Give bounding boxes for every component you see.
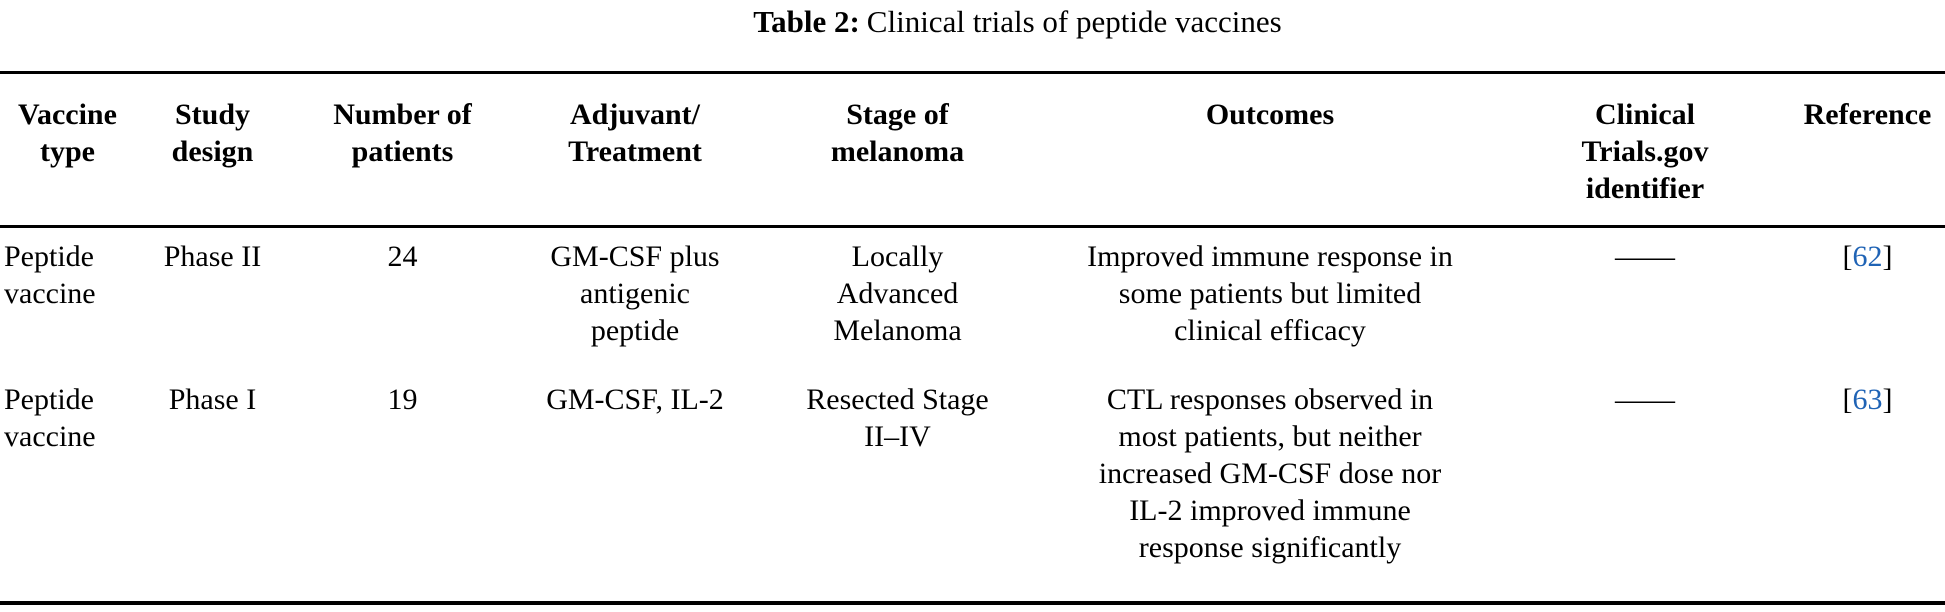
cell-clinicaltrials-identifier: —— bbox=[1615, 383, 1675, 416]
table-caption: Table 2: Clinical trials of peptide vacci… bbox=[0, 0, 1945, 71]
col-header-reference: Reference bbox=[1790, 72, 1945, 228]
table-row: Peptide vaccine Phase II 24 GM-CSF plus … bbox=[0, 227, 1945, 374]
cell-vaccine-type: Peptide vaccine bbox=[4, 383, 96, 453]
cell-reference: [62] bbox=[1790, 227, 1945, 374]
table-caption-text: Clinical trials of peptide vaccines bbox=[866, 4, 1282, 39]
cell-reference: [63] bbox=[1790, 373, 1945, 603]
table-caption-label: Table 2: bbox=[753, 4, 860, 39]
reference-bracket-open: [ bbox=[1842, 240, 1853, 273]
cell-study-design: Phase II bbox=[163, 240, 262, 273]
col-header-outcomes: Outcomes bbox=[1040, 72, 1500, 228]
citation-link-62[interactable]: 62 bbox=[1852, 240, 1883, 273]
cell-outcomes: CTL responses observed in most patients,… bbox=[1098, 383, 1442, 564]
col-header-stage-of-melanoma: Stage of melanoma bbox=[755, 72, 1040, 228]
col-header-adjuvant-treatment: Adjuvant/ Treatment bbox=[515, 72, 755, 228]
cell-clinicaltrials-identifier: —— bbox=[1615, 240, 1675, 273]
reference-bracket-close: ] bbox=[1882, 240, 1893, 273]
table-row: Peptide vaccine Phase I 19 GM-CSF, IL-2 … bbox=[0, 373, 1945, 603]
header-row: Vaccine type Study design Number of pati… bbox=[0, 72, 1945, 228]
col-header-number-of-patients: Number of patients bbox=[290, 72, 515, 228]
cell-study-design: Phase I bbox=[168, 383, 257, 416]
clinical-trials-table: Vaccine type Study design Number of pati… bbox=[0, 71, 1945, 605]
col-header-study-design: Study design bbox=[135, 72, 290, 228]
table-caption-inner: Table 2: Clinical trials of peptide vacci… bbox=[753, 3, 1281, 41]
cell-adjuvant-treatment: GM-CSF, IL-2 bbox=[546, 383, 724, 416]
cell-outcomes: Improved immune response in some patient… bbox=[1087, 240, 1453, 347]
cell-number-of-patients: 24 bbox=[387, 240, 418, 273]
cell-adjuvant-treatment: GM-CSF plus antigenic peptide bbox=[550, 240, 720, 347]
cell-vaccine-type: Peptide vaccine bbox=[4, 240, 96, 310]
col-header-clinicaltrials-identifier: Clinical Trials.gov identifier bbox=[1500, 72, 1790, 228]
reference-bracket-close: ] bbox=[1882, 383, 1893, 416]
cell-stage-of-melanoma: Locally Advanced Melanoma bbox=[833, 240, 962, 347]
citation-link-63[interactable]: 63 bbox=[1852, 383, 1883, 416]
cell-stage-of-melanoma: Resected Stage II–IV bbox=[806, 383, 989, 453]
reference-bracket-open: [ bbox=[1842, 383, 1853, 416]
col-header-vaccine-type: Vaccine type bbox=[0, 72, 135, 228]
cell-number-of-patients: 19 bbox=[387, 383, 418, 416]
